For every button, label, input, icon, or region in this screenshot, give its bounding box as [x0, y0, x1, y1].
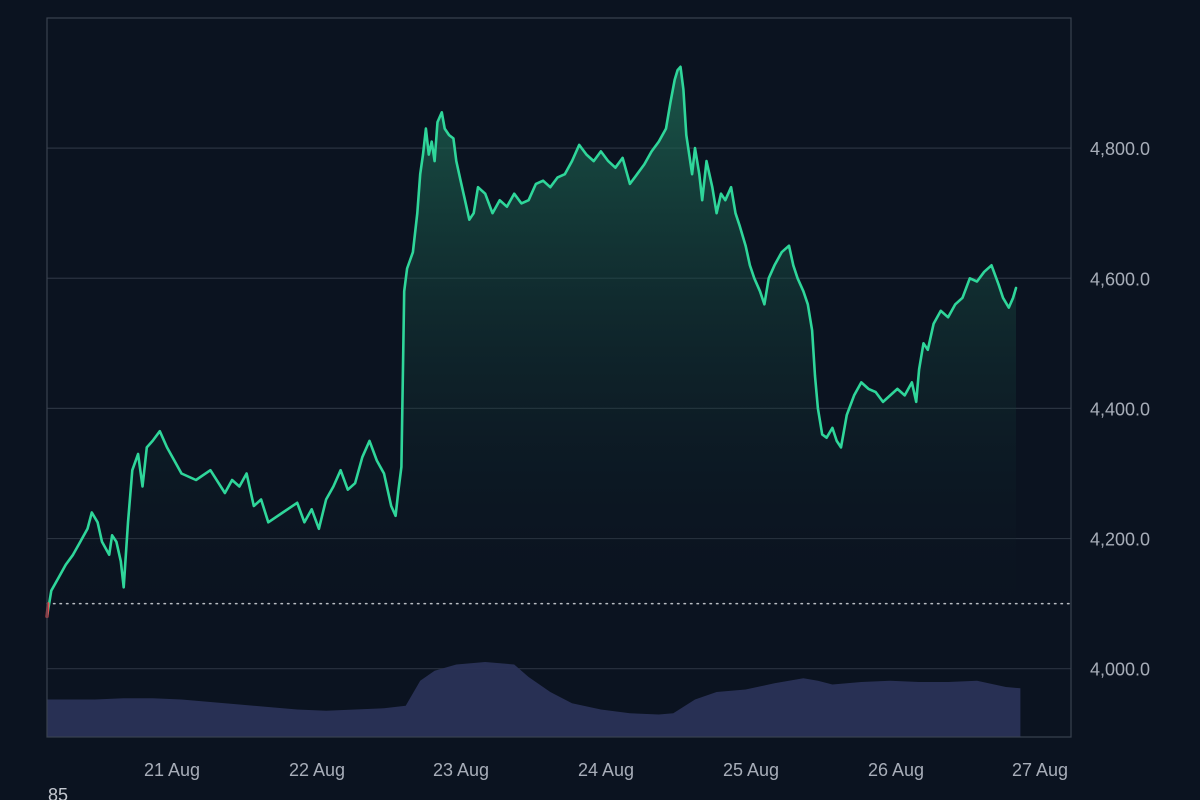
y-axis-ticks: 4,000.0 4,200.0 4,400.0 4,600.0 4,800.0 — [1090, 139, 1150, 680]
y-tick-label: 4,400.0 — [1090, 399, 1150, 419]
plot-frame — [46, 17, 1072, 738]
y-tick-label: 4,000.0 — [1090, 660, 1150, 680]
price-area — [47, 66, 1016, 617]
bottom-corner-label: 85 — [48, 785, 68, 800]
y-tick-label: 4,800.0 — [1090, 139, 1150, 159]
x-tick-label: 24 Aug — [578, 760, 634, 780]
x-tick-label: 21 Aug — [144, 760, 200, 780]
y-tick-label: 4,600.0 — [1090, 269, 1150, 289]
x-axis-ticks: 21 Aug 22 Aug 23 Aug 24 Aug 25 Aug 26 Aug 27 A… — [144, 760, 1068, 780]
plot-border — [46, 17, 1072, 738]
x-tick-label: 23 Aug — [433, 760, 489, 780]
price-line-path — [45, 65, 1018, 618]
volume-series — [47, 662, 1021, 737]
x-tick-label: 26 Aug — [868, 760, 924, 780]
price-area-fill — [47, 66, 1016, 617]
x-tick-label: 22 Aug — [289, 760, 345, 780]
x-tick-label: 27 Aug — [1012, 760, 1068, 780]
y-tick-label: 4,200.0 — [1090, 530, 1150, 550]
volume-area — [47, 662, 1021, 737]
x-tick-label: 25 Aug — [723, 760, 779, 780]
